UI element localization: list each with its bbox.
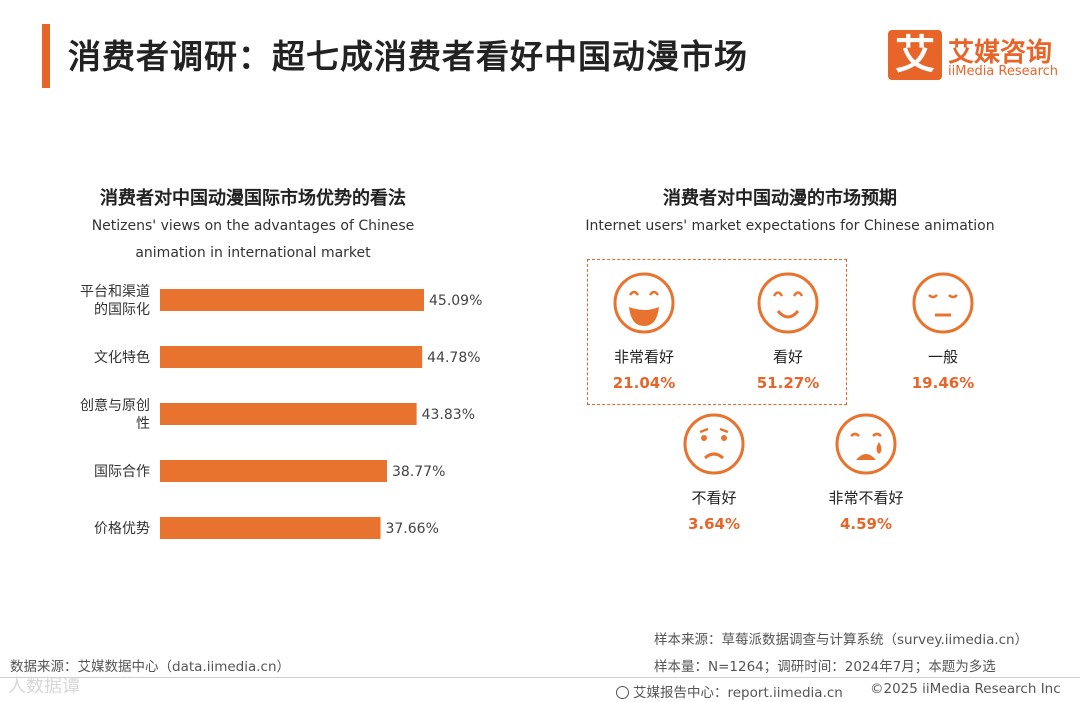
expectation-label-neutral: 一般 bbox=[927, 348, 958, 366]
bar-0 bbox=[160, 289, 424, 311]
footer-divider bbox=[0, 677, 1080, 678]
copyright: ©2025 iiMedia Research Inc bbox=[870, 681, 1061, 697]
logo-mark-icon: 艾 bbox=[888, 30, 942, 80]
sample-info: 样本量：N=1264；调研时间：2024年7月；本题为多选 bbox=[654, 659, 996, 675]
expectation-label-optimistic: 看好 bbox=[772, 348, 803, 366]
data-source: 数据来源：艾媒数据中心（data.iimedia.cn） bbox=[10, 659, 291, 675]
report-center-link[interactable]: 艾媒报告中心：report.iimedia.cn bbox=[633, 685, 843, 701]
crying-face-icon bbox=[835, 413, 897, 475]
left-chart-subtitle: Netizens' views on the advantages of Chi… bbox=[60, 213, 446, 267]
bar-3 bbox=[160, 460, 387, 482]
bar-category-label-3: 国际合作 bbox=[94, 464, 150, 480]
bar-value-label-4: 37.66% bbox=[385, 521, 438, 537]
neutral-face-icon bbox=[912, 272, 974, 334]
sad-face-icon bbox=[683, 413, 745, 475]
logo-chinese-name: 艾媒咨询 bbox=[948, 38, 1053, 68]
bar-value-label-1: 44.78% bbox=[427, 350, 480, 366]
title-accent-bar bbox=[42, 24, 50, 88]
left-chart-subtitle-line2: animation in international market bbox=[135, 245, 371, 261]
page-title: 消费者调研：超七成消费者看好中国动漫市场 bbox=[68, 37, 748, 76]
globe-icon bbox=[616, 686, 629, 699]
report-center: 艾媒报告中心：report.iimedia.cn bbox=[616, 681, 843, 701]
bar-4 bbox=[160, 517, 381, 539]
expectation-value-pessimistic: 3.64% bbox=[687, 515, 741, 533]
watermark: 人数据谭 bbox=[8, 676, 80, 697]
expectation-value-very-optimistic: 21.04% bbox=[612, 374, 676, 392]
expectation-label-very-optimistic: 非常看好 bbox=[613, 348, 674, 366]
very-happy-face-icon bbox=[613, 272, 675, 334]
bar-category-label-2-1: 性 bbox=[136, 416, 150, 432]
expectation-value-optimistic: 51.27% bbox=[756, 374, 820, 392]
left-chart-title: 消费者对中国动漫国际市场优势的看法 bbox=[100, 188, 406, 209]
iimedia-logo: 艾 艾媒咨询 iiMedia Research bbox=[888, 30, 1068, 84]
sample-source: 样本来源：草莓派数据调查与计算系统（survey.iimedia.cn） bbox=[654, 632, 1029, 648]
happy-face-icon bbox=[757, 272, 819, 334]
bar-category-label-0-0: 平台和渠道 bbox=[80, 284, 150, 300]
bar-value-label-2: 43.83% bbox=[422, 407, 475, 423]
expectation-value-neutral: 19.46% bbox=[911, 374, 975, 392]
bar-category-label-1: 文化特色 bbox=[94, 349, 150, 366]
bar-value-label-3: 38.77% bbox=[392, 464, 445, 480]
bar-2 bbox=[160, 403, 417, 425]
bar-value-label-0: 45.09% bbox=[429, 293, 482, 309]
expectation-value-very-pessimistic: 4.59% bbox=[839, 515, 893, 533]
left-chart-subtitle-line1: Netizens' views on the advantages of Chi… bbox=[91, 218, 415, 234]
bar-category-label-4: 价格优势 bbox=[94, 521, 150, 537]
bar-category-label-0-1: 的国际化 bbox=[94, 302, 150, 318]
expectation-label-very-pessimistic: 非常不看好 bbox=[828, 489, 904, 507]
right-chart-title: 消费者对中国动漫的市场预期 bbox=[663, 188, 897, 209]
right-chart-subtitle: Internet users' market expectations for … bbox=[585, 218, 995, 234]
bar-category-label-2-0: 创意与原创 bbox=[80, 397, 150, 414]
positive-group-box bbox=[587, 259, 847, 405]
logo-english-name: iiMedia Research bbox=[948, 64, 1059, 79]
bar-1 bbox=[160, 346, 423, 368]
expectation-label-pessimistic: 不看好 bbox=[691, 489, 737, 507]
